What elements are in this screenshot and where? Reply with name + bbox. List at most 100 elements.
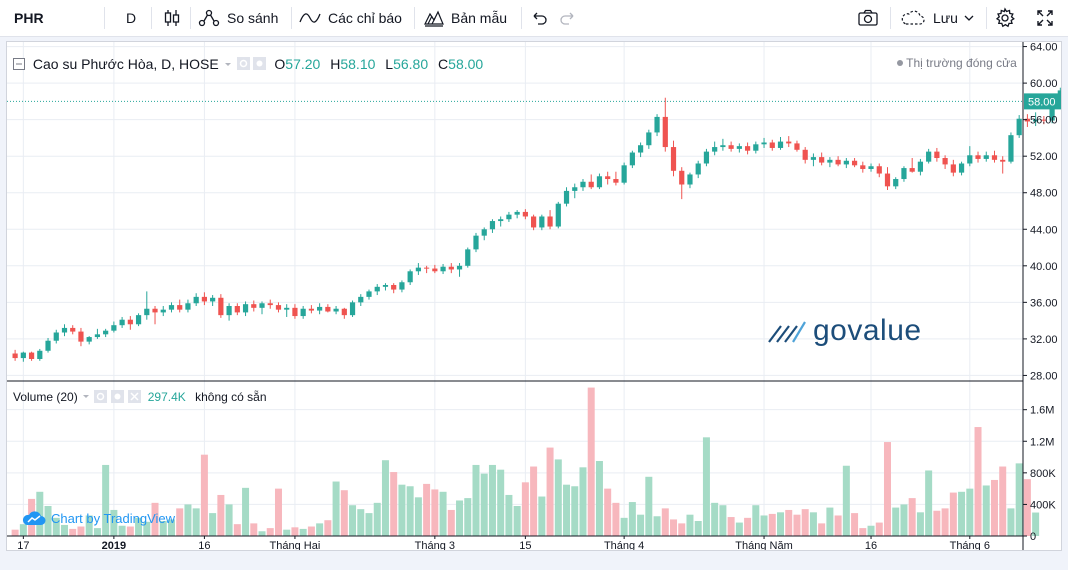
- govalue-watermark: govalue: [767, 314, 922, 348]
- candle-body: [975, 155, 981, 159]
- time-tick-label: Tháng Hai: [270, 540, 321, 550]
- govalue-logo-icon: [768, 321, 806, 343]
- candle-body: [596, 176, 603, 188]
- volume-bar: [826, 507, 834, 536]
- candle-body: [448, 266, 454, 270]
- open-label: O: [274, 56, 286, 72]
- toolbar-divider: [521, 7, 522, 29]
- main-legend: Cao su Phước Hòa, D, HOSE O57.20 H58.10 …: [13, 56, 483, 72]
- candle-body: [531, 216, 537, 228]
- candle-body: [465, 249, 471, 266]
- chevron-down-icon[interactable]: [223, 61, 233, 69]
- legend-settings-icons[interactable]: [236, 57, 267, 70]
- volume-bar: [785, 509, 793, 536]
- low-label: L: [385, 56, 394, 72]
- volume-bar: [192, 508, 200, 536]
- volume-bar: [768, 513, 776, 536]
- volume-bar: [167, 519, 175, 536]
- volume-bar: [538, 496, 546, 536]
- volume-bar: [563, 484, 571, 536]
- volume-bar: [283, 529, 291, 536]
- candle-body: [950, 164, 956, 173]
- govalue-text: govalue: [813, 314, 922, 347]
- low-value: 56.80: [393, 56, 429, 72]
- candle-body: [193, 296, 199, 304]
- candle-body: [646, 132, 652, 146]
- volume-bar: [875, 522, 883, 536]
- volume-bar: [44, 506, 52, 536]
- symbol-search-button[interactable]: PHR: [14, 0, 74, 36]
- volume-bar: [431, 489, 439, 536]
- candle-body: [160, 309, 166, 313]
- settings-button[interactable]: [992, 0, 1018, 36]
- candle-body: [654, 116, 660, 133]
- volume-settings-icons[interactable]: [94, 390, 142, 403]
- candle-body: [259, 303, 265, 308]
- candle-body: [94, 334, 101, 338]
- tradingview-attribution[interactable]: Chart by TradingView: [21, 507, 175, 529]
- volume-bar: [324, 520, 332, 536]
- volume-bar: [217, 494, 225, 536]
- candle-body: [374, 286, 380, 292]
- snapshot-button[interactable]: [855, 0, 881, 36]
- candle-body: [481, 229, 487, 236]
- save-button[interactable]: Lưu: [899, 0, 979, 36]
- candle-body: [218, 297, 224, 316]
- chevron-down-icon: [964, 15, 974, 21]
- volume-bar: [126, 526, 134, 536]
- chart-type-button[interactable]: [158, 0, 186, 36]
- candle-body: [860, 165, 866, 169]
- indicators-button[interactable]: Các chỉ báo: [298, 0, 410, 36]
- candle-body: [843, 160, 849, 165]
- indicators-icon: [299, 13, 321, 23]
- interval-button[interactable]: D: [118, 0, 144, 36]
- volume-bar: [102, 464, 110, 536]
- candle-body: [168, 305, 175, 310]
- candle-body: [753, 144, 759, 151]
- volume-bar: [118, 525, 126, 536]
- volume-bar: [554, 459, 562, 536]
- chevron-down-icon[interactable]: [81, 393, 91, 401]
- volume-bar: [818, 523, 826, 536]
- volume-bar: [184, 504, 192, 536]
- price-tick-label: 56.00: [1030, 115, 1058, 127]
- time-tick-label: 16: [198, 540, 210, 550]
- candle-body: [909, 168, 915, 172]
- axes: 28.00 32.00 36.00 40.00 44.00 48.00 52.00 56.00…: [7, 42, 1061, 550]
- candle-body: [728, 145, 734, 149]
- time-tick-label: Tháng 3: [415, 540, 455, 550]
- candle-body: [1008, 135, 1014, 162]
- volume-bar: [727, 517, 735, 536]
- candle-body: [563, 190, 570, 204]
- undo-button[interactable]: [528, 0, 550, 36]
- fullscreen-icon: [1037, 10, 1053, 26]
- volume-bar: [250, 523, 258, 536]
- candle-body: [391, 284, 397, 290]
- volume-bar: [274, 488, 282, 536]
- candle-body: [744, 146, 751, 151]
- compare-button[interactable]: So sánh: [197, 0, 285, 36]
- time-tick-label: Tháng Năm: [735, 540, 792, 550]
- volume-legend: Volume (20) 297.4K không có sẵn: [13, 390, 267, 404]
- volume-bar: [859, 528, 867, 536]
- candle-body: [555, 203, 561, 227]
- volume-bar: [472, 464, 480, 536]
- market-status-text: Thị trường đóng cửa: [906, 56, 1017, 70]
- templates-button[interactable]: Bản mẫu: [423, 0, 517, 36]
- fullscreen-button[interactable]: [1032, 0, 1058, 36]
- collapse-icon[interactable]: [13, 58, 25, 70]
- candle-body: [70, 327, 76, 332]
- chart-canvas[interactable]: 28.00 32.00 36.00 40.00 44.00 48.00 52.00 56.00…: [7, 42, 1061, 550]
- volume-bar: [258, 531, 266, 536]
- candle-body: [819, 157, 825, 163]
- volume-bar: [52, 517, 60, 536]
- chart-container[interactable]: 28.00 32.00 36.00 40.00 44.00 48.00 52.00 56.00…: [6, 41, 1062, 551]
- redo-button[interactable]: [557, 0, 579, 36]
- candle-body: [613, 179, 619, 183]
- price-tick-label: 60.00: [1030, 78, 1058, 90]
- candle-body: [308, 308, 314, 311]
- candle-body: [251, 304, 257, 308]
- volume-bar: [340, 490, 348, 536]
- candle-body: [934, 151, 940, 159]
- volume-bar: [521, 482, 529, 536]
